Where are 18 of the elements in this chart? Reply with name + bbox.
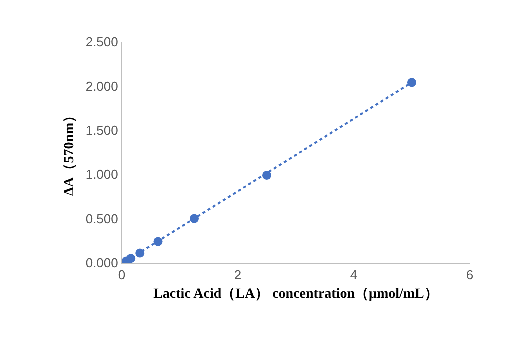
x-tick-label: 6: [466, 268, 474, 283]
y-tick-label: 2.500: [86, 34, 118, 50]
point: [126, 254, 136, 263]
y-tick-label: 0.500: [86, 211, 118, 226]
y-tick-label: 2.000: [86, 78, 118, 94]
point: [136, 248, 145, 258]
y-tick-label: 0.000: [86, 256, 118, 271]
point: [408, 78, 416, 88]
y-tick-label: 1.500: [86, 122, 118, 138]
point: [190, 214, 199, 224]
y-axis-title: ΔA（570nm）: [62, 108, 78, 196]
point: [154, 237, 163, 246]
y-tick-label: 1.000: [86, 167, 118, 182]
x-axis-title: Lactic Acid（LA） concentration（μmol/mL）: [154, 286, 438, 302]
x-tick-label: 4: [350, 268, 358, 283]
x-tick-label: 2: [234, 268, 242, 283]
x-tick-label: 0: [118, 268, 126, 283]
point: [262, 170, 272, 180]
